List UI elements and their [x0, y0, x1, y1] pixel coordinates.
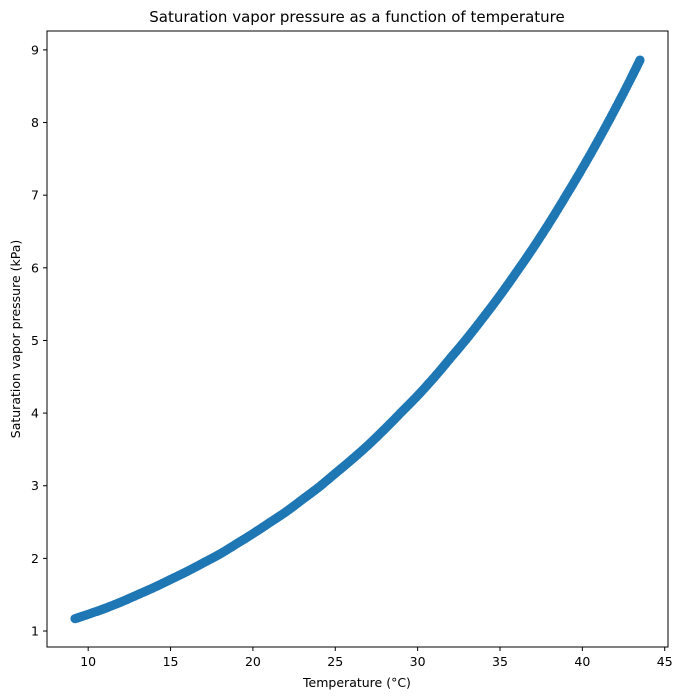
x-tick-label: 10 — [80, 654, 96, 669]
y-axis-label: Saturation vapor pressure (kPa) — [8, 240, 23, 438]
scatter-point — [198, 558, 209, 568]
x-tick-label: 45 — [657, 654, 673, 669]
scatter-point — [577, 163, 587, 173]
y-tick-label: 8 — [31, 115, 39, 130]
x-tick-label: 25 — [327, 654, 343, 669]
scatter-point — [544, 218, 555, 228]
x-tick-label: 15 — [163, 654, 179, 669]
scatter-point — [100, 603, 110, 614]
scatter-point — [594, 134, 604, 144]
y-tick-label: 2 — [31, 551, 39, 566]
y-tick-label: 3 — [31, 478, 39, 493]
scatter-point — [215, 549, 225, 559]
x-tick-label: 20 — [245, 654, 261, 669]
scatter-point — [314, 482, 324, 492]
scatter-point — [445, 353, 456, 363]
y-tick-label: 1 — [31, 624, 39, 639]
scatter-point — [561, 191, 571, 201]
scatter-point — [495, 290, 505, 301]
y-axis-ticks: 1 2 3 4 5 6 7 8 9 — [31, 42, 47, 639]
y-tick-label: 9 — [31, 42, 39, 57]
y-tick-label: 7 — [31, 188, 39, 203]
scatter-point — [347, 454, 357, 465]
scatter-point — [149, 582, 159, 593]
x-tick-label: 30 — [410, 654, 426, 669]
scatter-point — [182, 566, 192, 577]
scatter-point — [165, 574, 176, 585]
scatter-point — [330, 468, 340, 478]
scatter-point — [413, 391, 423, 401]
x-axis-ticks: 10 15 20 25 30 35 40 45 — [80, 647, 673, 669]
scatter-point — [478, 312, 489, 322]
scatter-point — [380, 424, 390, 434]
scatter-point — [363, 440, 373, 450]
data-points — [70, 55, 645, 624]
x-tick-label: 35 — [492, 654, 508, 669]
chart-title: Saturation vapor pressure as a function … — [149, 8, 565, 26]
x-axis-label: Temperature (°C) — [302, 675, 411, 690]
scatter-point — [627, 72, 637, 82]
scatter-point — [70, 614, 80, 624]
y-tick-label: 6 — [31, 260, 39, 275]
scatter-point — [281, 507, 291, 517]
scatter-point — [396, 407, 406, 417]
scatter-point — [511, 267, 522, 277]
scatter-point — [231, 539, 242, 549]
scatter-point — [297, 494, 307, 505]
scatter-point — [528, 243, 538, 253]
scatter-point — [610, 104, 620, 114]
x-tick-label: 40 — [574, 654, 590, 669]
scatter-point — [429, 372, 439, 383]
scatter-point — [248, 529, 258, 539]
scatter-point — [462, 333, 472, 343]
scatter-point — [264, 518, 274, 528]
y-tick-label: 4 — [31, 406, 39, 421]
scatter-point — [635, 55, 645, 65]
plot-frame — [46, 30, 669, 648]
y-tick-label: 5 — [31, 333, 39, 348]
scatter-point — [133, 590, 143, 600]
scatter-point — [83, 609, 93, 619]
scatter-point — [116, 597, 126, 607]
